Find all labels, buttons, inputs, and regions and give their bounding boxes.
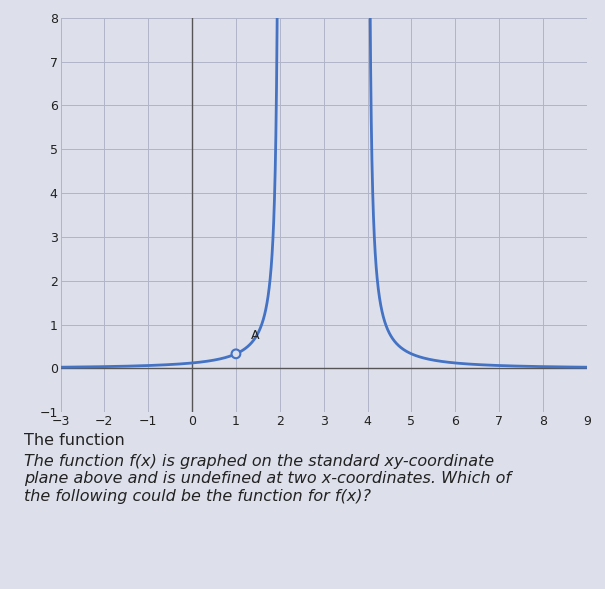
Text: The function f(x) is graphed on the standard xy-coordinate
plane above and is un: The function f(x) is graphed on the stan…	[24, 454, 511, 504]
Text: The function: The function	[24, 433, 130, 448]
Circle shape	[232, 349, 240, 358]
Text: A: A	[251, 329, 260, 342]
